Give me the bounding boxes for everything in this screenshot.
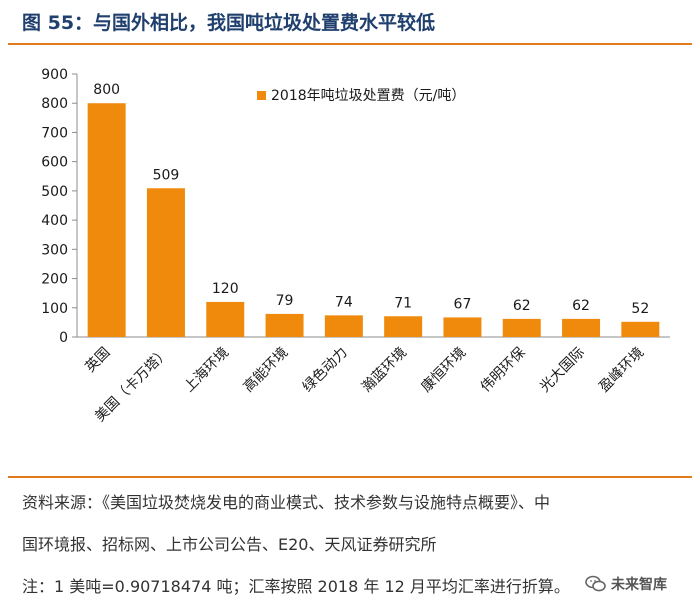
y-tick-label: 700: [41, 125, 68, 141]
source-text: 资料来源：《美国垃圾焚烧发电的商业模式、技术参数与设施特点概要》、中: [22, 493, 551, 512]
y-tick-label: 900: [41, 67, 68, 83]
title-divider: [8, 43, 692, 45]
wechat-icon: [585, 575, 606, 592]
y-tick-label: 500: [41, 184, 68, 200]
bar-value-label: 62: [572, 298, 590, 314]
bar-value-label: 74: [335, 294, 353, 310]
x-tick-label: 英国: [82, 344, 114, 376]
x-tick-label: 康恒环境: [418, 344, 470, 396]
y-tick-label: 100: [41, 301, 68, 317]
x-tick-label: 绿色动力: [299, 344, 351, 396]
x-tick-label: 光大国际: [537, 345, 588, 396]
footnote: 注：1 美吨=0.90718474 吨；汇率按照 2018 年 12 月平均汇率…: [22, 577, 570, 596]
bar-value-label: 120: [212, 281, 239, 297]
source-text-continued: 国环境报、招标网、上市公司公告、E20、天风证券研究所: [22, 535, 437, 554]
bar-value-label: 67: [454, 296, 472, 312]
bar-value-label: 509: [153, 167, 180, 183]
bar: [384, 316, 423, 337]
bar-value-label: 800: [93, 82, 120, 98]
y-tick-label: 200: [41, 272, 68, 288]
bar-value-label: 62: [513, 298, 531, 314]
bar: [562, 318, 601, 337]
bar-value-label: 52: [631, 301, 649, 317]
bar-value-label: 79: [276, 293, 294, 309]
x-tick-label: 盈峰环境: [596, 345, 647, 396]
bar: [87, 103, 126, 337]
bar: [206, 301, 245, 337]
bar-value-label: 71: [394, 295, 412, 311]
bars: [87, 103, 660, 337]
bar: [265, 313, 304, 337]
y-tick-label: 300: [41, 242, 68, 258]
watermark-text: 未来智库: [611, 577, 667, 593]
x-tick-label: 瀚蓝环境: [359, 345, 410, 396]
bar-chart: 0 100 200 300 400 500 600 700 800 900 800 509 120 79…: [41, 67, 670, 425]
bar: [443, 317, 482, 337]
watermark: 未来智库: [585, 571, 695, 597]
footer-divider: [8, 476, 692, 478]
figure-title: 图 55：与国外相比，我国吨垃圾处置费水平较低: [22, 12, 436, 34]
bar: [146, 188, 185, 337]
y-tick-label: 800: [41, 96, 68, 112]
data-labels: 800 509 120 79 74 71 67 62 62 52: [93, 82, 649, 317]
y-tick-label: 0: [59, 330, 68, 346]
x-tick-label: 上海环境: [181, 345, 232, 396]
bar: [621, 321, 660, 337]
x-tick-label: 伟明环保: [478, 345, 529, 396]
x-tick-label: 高能环境: [240, 344, 292, 396]
y-tick-label: 600: [41, 155, 68, 171]
bar: [502, 318, 541, 337]
legend: 2018年吨垃圾处置费（元/吨）: [257, 88, 465, 104]
y-tick-label: 400: [41, 213, 68, 229]
bar: [324, 315, 363, 337]
legend-swatch: [257, 91, 266, 100]
legend-label: 2018年吨垃圾处置费（元/吨）: [271, 88, 465, 104]
y-axis: 0 100 200 300 400 500 600 700 800 900: [41, 67, 670, 346]
